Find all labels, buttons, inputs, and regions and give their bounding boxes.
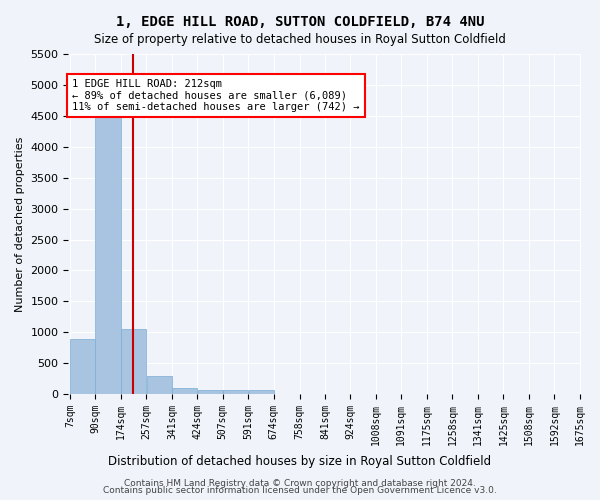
Bar [248, 390, 274, 394]
Bar [95, 113, 121, 394]
Text: Size of property relative to detached houses in Royal Sutton Coldfield: Size of property relative to detached ho… [94, 32, 506, 46]
Text: 1, EDGE HILL ROAD, SUTTON COLDFIELD, B74 4NU: 1, EDGE HILL ROAD, SUTTON COLDFIELD, B74… [116, 15, 484, 29]
Text: Contains public sector information licensed under the Open Government Licence v3: Contains public sector information licen… [103, 486, 497, 495]
Y-axis label: Number of detached properties: Number of detached properties [15, 136, 25, 312]
Bar [70, 339, 95, 394]
Bar [146, 376, 172, 394]
Text: Distribution of detached houses by size in Royal Sutton Coldfield: Distribution of detached houses by size … [109, 455, 491, 468]
Text: 1 EDGE HILL ROAD: 212sqm
← 89% of detached houses are smaller (6,089)
11% of sem: 1 EDGE HILL ROAD: 212sqm ← 89% of detach… [73, 78, 360, 112]
Bar [223, 390, 248, 394]
Bar [121, 328, 146, 394]
Bar [172, 388, 197, 394]
Bar [197, 390, 223, 394]
Text: Contains HM Land Registry data © Crown copyright and database right 2024.: Contains HM Land Registry data © Crown c… [124, 478, 476, 488]
